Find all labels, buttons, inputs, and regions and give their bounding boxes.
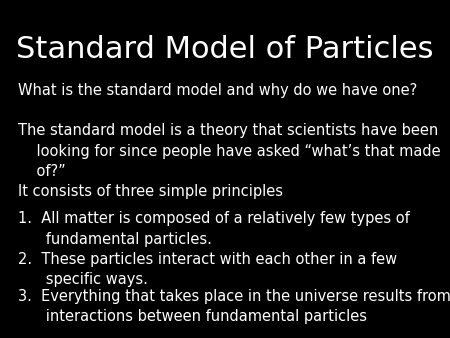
Text: 2.  These particles interact with each other in a few
      specific ways.: 2. These particles interact with each ot…: [18, 252, 397, 287]
Text: Standard Model of Particles: Standard Model of Particles: [16, 35, 434, 65]
Text: 3.  Everything that takes place in the universe results from
      interactions : 3. Everything that takes place in the un…: [18, 289, 450, 324]
Text: The standard model is a theory that scientists have been
    looking for since p: The standard model is a theory that scie…: [18, 123, 441, 179]
Text: What is the standard model and why do we have one?: What is the standard model and why do we…: [18, 83, 417, 98]
Text: It consists of three simple principles: It consists of three simple principles: [18, 184, 283, 199]
Text: 1.  All matter is composed of a relatively few types of
      fundamental partic: 1. All matter is composed of a relativel…: [18, 211, 410, 247]
